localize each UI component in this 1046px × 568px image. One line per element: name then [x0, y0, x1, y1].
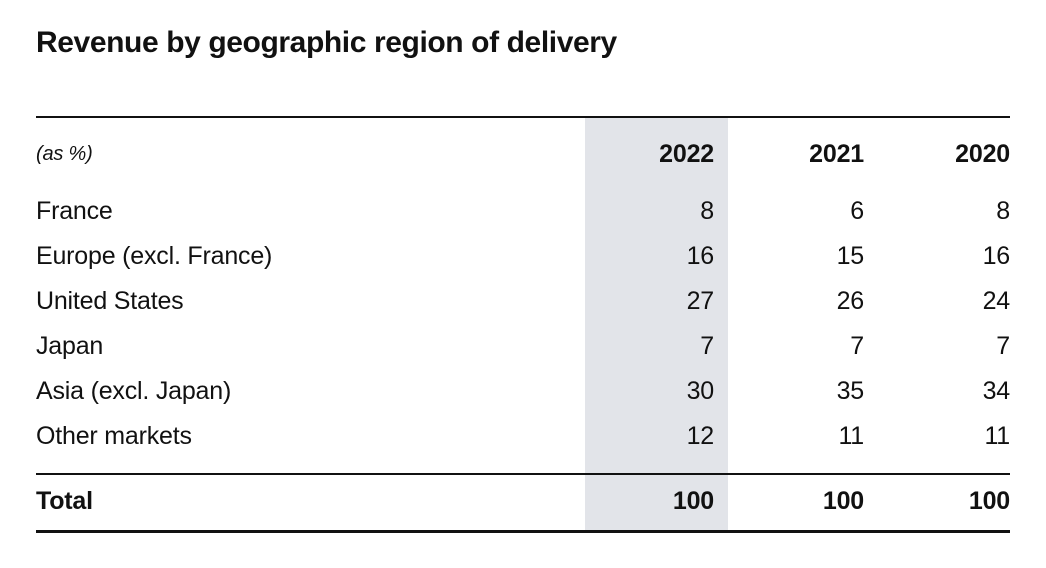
value-2022: 30 — [585, 369, 728, 414]
revenue-by-region-table: (as %) 2022 2021 2020 France 8 6 8 Europ… — [36, 116, 1010, 533]
value-2021: 26 — [836, 287, 865, 315]
table-row: Japan 7 7 7 — [36, 324, 1010, 369]
value-2020: 24 — [982, 287, 1011, 315]
total-2021: 100 — [728, 473, 868, 532]
table-row: United States 27 26 24 — [36, 279, 1010, 324]
table-row: Other markets 12 11 11 — [36, 414, 1010, 474]
region-label: Other markets — [36, 422, 192, 450]
region-label: Asia (excl. Japan) — [36, 377, 232, 405]
value-2020: 34 — [982, 377, 1011, 405]
column-header-2022: 2022 — [585, 117, 728, 189]
value-2020: 8 — [996, 197, 1010, 225]
table-row: Europe (excl. France) 16 15 16 — [36, 234, 1010, 279]
value-2020: 7 — [996, 332, 1010, 360]
value-2020: 16 — [982, 242, 1011, 270]
value-2022: 27 — [585, 279, 728, 324]
value-2022: 7 — [585, 324, 728, 369]
value-2021: 35 — [836, 377, 865, 405]
value-2021: 7 — [850, 332, 864, 360]
total-2020: 100 — [868, 473, 1010, 532]
value-2020: 11 — [984, 422, 1010, 450]
total-label: Total — [36, 473, 585, 532]
total-2022: 100 — [585, 473, 728, 532]
region-label: Europe (excl. France) — [36, 242, 273, 270]
table-header-row: (as %) 2022 2021 2020 — [36, 117, 1010, 189]
table-row: France 8 6 8 — [36, 189, 1010, 234]
unit-label: (as %) — [36, 143, 93, 165]
region-label: Japan — [36, 332, 104, 360]
page-title: Revenue by geographic region of delivery — [36, 26, 617, 59]
value-2022: 12 — [585, 414, 728, 474]
value-2022: 16 — [585, 234, 728, 279]
value-2021: 6 — [850, 197, 864, 225]
region-label: United States — [36, 287, 184, 315]
table-row: Asia (excl. Japan) 30 35 34 — [36, 369, 1010, 414]
column-header-2021: 2021 — [809, 140, 864, 168]
region-label: France — [36, 197, 113, 225]
table-total-row: Total 100 100 100 — [36, 473, 1010, 532]
value-2022: 8 — [585, 189, 728, 234]
value-2021: 15 — [836, 242, 865, 270]
column-header-2020: 2020 — [955, 140, 1010, 168]
value-2021: 11 — [838, 422, 864, 450]
